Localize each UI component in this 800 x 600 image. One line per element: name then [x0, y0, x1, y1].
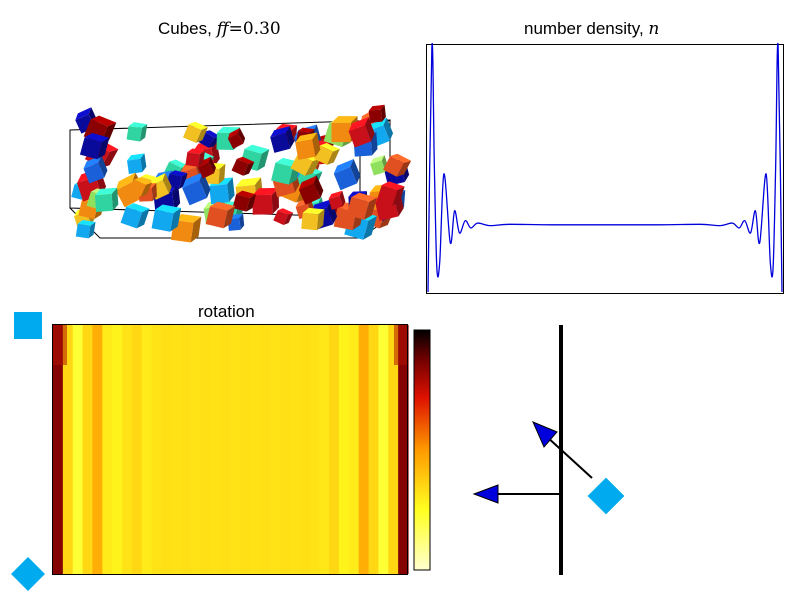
- cube: [185, 148, 206, 167]
- density-series-line: [427, 42, 783, 293]
- heatmap-column: [131, 325, 143, 574]
- heatmap-column: [102, 325, 113, 574]
- heatmap-column: [279, 325, 291, 574]
- rotation-heatmap: [52, 324, 431, 575]
- cube: [126, 122, 148, 142]
- cube: [227, 128, 246, 149]
- heatmap-column: [398, 325, 409, 574]
- tilted-cube-icon: [587, 477, 625, 515]
- cube: [348, 117, 375, 148]
- heatmap-column: [309, 325, 320, 574]
- normal-arrow-head: [472, 484, 499, 504]
- heatmap-column: [269, 325, 281, 574]
- heatmap-column: [122, 325, 133, 574]
- heatmap-frame: [52, 324, 408, 575]
- heatmap-edge-band: [53, 325, 67, 365]
- density-title: number density, n: [524, 19, 660, 39]
- wall-force-diagram: [472, 325, 625, 575]
- heatmap-column: [210, 325, 222, 574]
- heatmap-column: [200, 325, 212, 574]
- heatmap-column: [141, 325, 153, 574]
- heatmap-column: [72, 325, 84, 574]
- heatmap-column: [388, 325, 399, 574]
- heatmap-column: [240, 325, 251, 574]
- heatmap-columns: [53, 325, 409, 574]
- cube: [232, 190, 257, 212]
- cube: [94, 187, 119, 212]
- cube: [298, 175, 324, 205]
- heatmap-column: [191, 325, 202, 574]
- cube: [127, 153, 147, 175]
- cube: [376, 181, 405, 206]
- cube: [197, 156, 216, 179]
- heatmap-column: [151, 325, 163, 574]
- cube: [151, 204, 182, 232]
- cube: [182, 121, 208, 143]
- cube: [166, 170, 188, 190]
- heatmap-column: [329, 325, 340, 574]
- heatmap-column: [230, 325, 241, 574]
- cube-edge-icon: [11, 557, 45, 591]
- density-chart: [426, 42, 784, 294]
- heatmap-column: [112, 325, 123, 574]
- cube: [270, 126, 295, 153]
- heatmap-column: [319, 325, 330, 574]
- cube: [182, 171, 211, 206]
- heatmap-column: [368, 325, 380, 574]
- cube: [346, 192, 377, 220]
- cube: [383, 153, 412, 177]
- cube: [79, 133, 110, 160]
- heatmap-column: [338, 325, 350, 574]
- tilted-arrow-head: [532, 421, 558, 448]
- rotation-title: rotation: [198, 302, 255, 321]
- heatmap-column: [378, 325, 389, 574]
- heatmap-column: [62, 325, 74, 574]
- heatmap-column: [92, 325, 103, 574]
- cube-face-icon: [14, 312, 42, 339]
- heatmap-column: [161, 325, 172, 574]
- cube: [205, 201, 236, 229]
- heatmap-column: [220, 325, 232, 574]
- cube: [128, 177, 153, 197]
- tilted-arrow-shaft: [545, 435, 593, 479]
- cubes-title: Cubes, ff=0.30: [158, 19, 281, 39]
- heatmap-column: [260, 325, 271, 574]
- cube: [120, 203, 150, 229]
- density-plot-frame: [426, 44, 784, 294]
- colorbar: [413, 329, 431, 571]
- heatmap-column: [348, 325, 360, 574]
- heatmap-column: [289, 325, 301, 574]
- cube: [368, 104, 386, 123]
- cube: [273, 208, 294, 225]
- heatmap-column: [53, 325, 64, 574]
- heatmap-column: [171, 325, 182, 574]
- cube: [328, 190, 346, 210]
- cube: [333, 158, 361, 191]
- cube-edge-icon-shape: [11, 557, 45, 591]
- heatmap-column: [358, 325, 370, 574]
- cube: [252, 187, 279, 215]
- heatmap-column: [181, 325, 192, 574]
- cube: [75, 220, 96, 239]
- heatmap-edge-band: [394, 325, 408, 365]
- cube: [231, 156, 255, 176]
- heatmap-column: [250, 325, 261, 574]
- heatmap-column: [299, 325, 310, 574]
- cube: [301, 207, 325, 231]
- cubes-render: [69, 104, 412, 243]
- cube: [295, 132, 321, 160]
- cube-face-icon-shape: [14, 312, 42, 339]
- heatmap-column: [82, 325, 94, 574]
